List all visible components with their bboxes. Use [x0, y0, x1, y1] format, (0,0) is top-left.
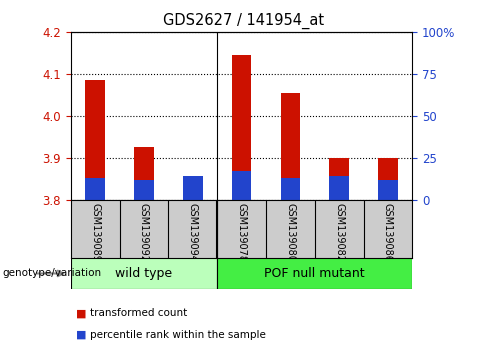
Text: GSM139082: GSM139082 [334, 203, 344, 262]
Text: GDS2627 / 141954_at: GDS2627 / 141954_at [163, 12, 325, 29]
Text: GSM139094: GSM139094 [188, 203, 198, 262]
Text: genotype/variation: genotype/variation [2, 268, 102, 279]
Bar [85, 178, 105, 200]
Text: POF null mutant: POF null mutant [264, 267, 365, 280]
Bar [329, 158, 349, 200]
Text: wild type: wild type [115, 267, 173, 280]
Text: transformed count: transformed count [90, 308, 187, 318]
Text: GSM139078: GSM139078 [237, 203, 246, 262]
Bar [134, 180, 154, 200]
Bar [281, 93, 300, 200]
Text: percentile rank within the sample: percentile rank within the sample [90, 330, 266, 339]
Text: GSM139092: GSM139092 [139, 203, 149, 262]
Bar [183, 177, 203, 200]
Text: ■: ■ [76, 308, 86, 318]
Bar [85, 80, 105, 200]
Bar [134, 148, 154, 200]
Bar [232, 55, 251, 200]
Bar [217, 258, 412, 289]
Bar [329, 177, 349, 200]
Bar [378, 180, 398, 200]
Text: ■: ■ [76, 330, 86, 339]
Text: GSM139086: GSM139086 [383, 203, 393, 262]
Text: GSM139080: GSM139080 [285, 203, 295, 262]
Bar [378, 158, 398, 200]
Bar [281, 178, 300, 200]
Bar [71, 258, 217, 289]
Text: GSM139089: GSM139089 [90, 203, 100, 262]
Bar [232, 171, 251, 200]
Bar [183, 189, 203, 200]
